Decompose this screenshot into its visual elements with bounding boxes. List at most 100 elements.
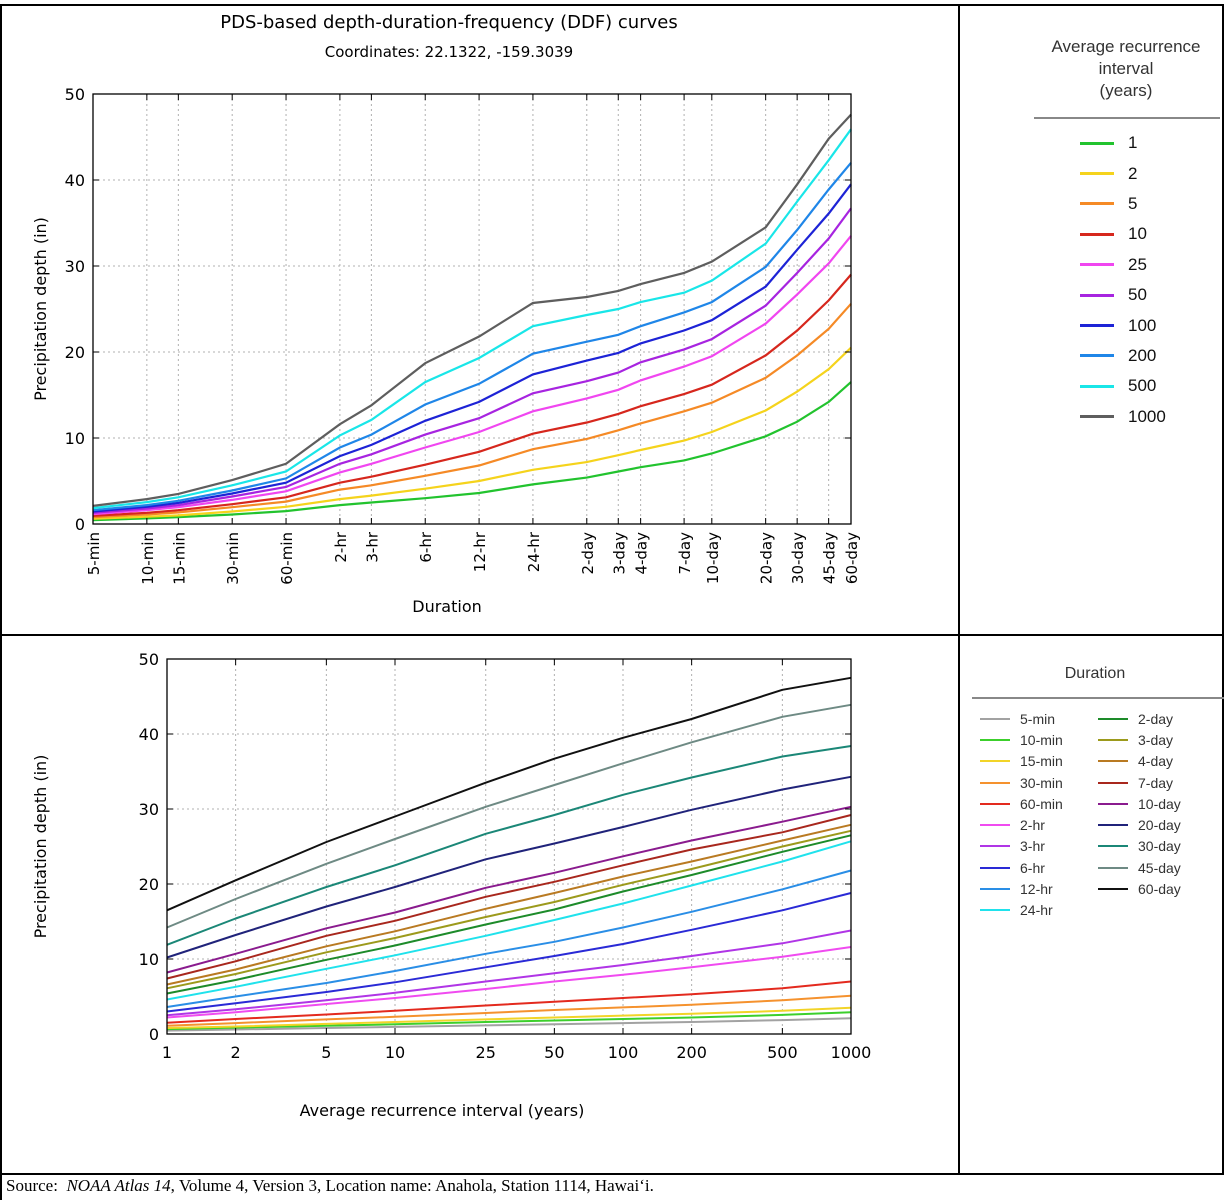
legend-item: 5-min	[980, 708, 1063, 729]
x-tick-label: 20-day	[758, 532, 776, 584]
y-tick-label: 40	[139, 725, 159, 744]
plot-area	[166, 658, 852, 1035]
y-tick-label: 50	[139, 650, 159, 669]
series-line-3-hr	[166, 929, 852, 1017]
legend-label: 30-day	[1138, 838, 1181, 855]
chart-subtitle: Coordinates: 22.1322, -159.3039	[325, 43, 573, 61]
series-line-12-hr	[166, 869, 852, 1008]
legend-label: 45-day	[1138, 859, 1181, 876]
legend-item: 1	[1080, 128, 1166, 158]
legend-swatch	[980, 866, 1010, 869]
recurrence-legend-title-line: (years)	[1099, 81, 1153, 100]
x-tick-label: 500	[767, 1043, 798, 1062]
source-details: , Volume 4, Version 3, Location name: An…	[170, 1176, 654, 1195]
legend-swatch	[1080, 263, 1114, 267]
legend-item: 3-day	[1098, 729, 1181, 750]
y-tick-label: 40	[65, 171, 85, 190]
x-tick-label: 3-hr	[363, 531, 381, 562]
legend-swatch	[980, 802, 1010, 805]
series-line-2-day	[166, 834, 852, 995]
recurrence-legend: 1 2 5 10 25 50 100 200 500 1000	[1080, 128, 1166, 432]
source-label: Source:	[6, 1176, 58, 1195]
legend-swatch	[1098, 717, 1128, 720]
y-tick-label: 0	[75, 515, 85, 534]
legend-item: 10	[1080, 219, 1166, 249]
legend-swatch	[1080, 384, 1114, 388]
legend-item: 30-day	[1098, 836, 1181, 857]
legend-label: 6-hr	[1020, 859, 1045, 876]
series-line-1	[92, 381, 852, 522]
series-line-30-day	[166, 745, 852, 946]
legend-item: 7-day	[1098, 772, 1181, 793]
legend-label: 100	[1128, 315, 1157, 335]
source-note: Source: NOAA Atlas 14, Volume 4, Version…	[6, 1176, 654, 1196]
legend-swatch	[1098, 738, 1128, 741]
series-line-10-day	[166, 805, 852, 974]
series-line-25	[92, 235, 852, 516]
legend-item: 12-hr	[980, 878, 1063, 899]
legend-swatch	[980, 824, 1010, 827]
legend-label: 30-min	[1020, 774, 1063, 791]
series-line-15-min	[166, 1006, 852, 1029]
legend-swatch	[1080, 354, 1114, 358]
recurrence-legend-title: Average recurrence interval (years)	[1036, 36, 1216, 102]
legend-swatch	[1098, 845, 1128, 848]
legend-swatch	[980, 909, 1010, 912]
x-tick-label: 50	[544, 1043, 564, 1062]
series-line-7-day	[166, 814, 852, 980]
legend-item: 5	[1080, 189, 1166, 219]
legend-label: 1	[1128, 133, 1138, 153]
recurrence-legend-separator	[1034, 117, 1220, 119]
legend-item: 24-hr	[980, 900, 1063, 921]
legend-item: 500	[1080, 371, 1166, 401]
duration-legend-title: Duration	[1064, 665, 1126, 682]
series-line-6-hr	[166, 892, 852, 1013]
y-tick-label: 20	[65, 343, 85, 362]
series-line-100	[92, 183, 852, 513]
legend-item: 45-day	[1098, 857, 1181, 878]
legend-item: 1000	[1080, 402, 1166, 432]
legend-item: 60-day	[1098, 878, 1181, 899]
series-line-45-day	[166, 703, 852, 929]
legend-label: 5	[1128, 193, 1138, 213]
legend-swatch	[1098, 866, 1128, 869]
legend-item: 3-hr	[980, 836, 1063, 857]
border-divider-vertical	[958, 4, 960, 1174]
series-line-1000	[92, 113, 852, 507]
legend-label: 10	[1128, 224, 1147, 244]
legend-swatch	[1080, 141, 1114, 145]
series-line-200	[92, 162, 852, 512]
x-tick-label: 15-min	[170, 532, 188, 585]
legend-item: 20-day	[1098, 814, 1181, 835]
legend-label: 7-day	[1138, 774, 1174, 791]
y-axis-label: Precipitation depth (in)	[31, 217, 50, 401]
legend-label: 500	[1128, 376, 1157, 396]
recurrence-legend-title-line: interval	[1098, 59, 1154, 78]
series-line-500	[92, 128, 852, 510]
legend-swatch	[980, 738, 1010, 741]
x-tick-label: 10	[385, 1043, 405, 1062]
legend-item: 200	[1080, 341, 1166, 371]
legend-swatch	[1098, 802, 1128, 805]
border-divider-bottom	[0, 1173, 1224, 1175]
source-publication: NOAA Atlas 14	[66, 1176, 171, 1195]
x-tick-label: 100	[608, 1043, 639, 1062]
legend-label: 1000	[1128, 406, 1166, 426]
ddf-chart: 0 10 20 30 40 50 5-min 10-min 15-min 30-min 60-min…	[31, 12, 861, 616]
plot-area	[92, 93, 852, 525]
x-tick-label: 6-hr	[417, 531, 435, 562]
legend-item: 10-day	[1098, 793, 1181, 814]
ddf-chart-panel: 0 10 20 30 40 50 5-min 10-min 15-min 30-min 60-min…	[2, 6, 958, 634]
x-tick-label: 5	[321, 1043, 331, 1062]
x-tick-label: 25	[476, 1043, 496, 1062]
legend-swatch	[980, 888, 1010, 891]
legend-swatch	[1080, 415, 1114, 419]
x-tick-label: 12-hr	[471, 531, 489, 572]
legend-label: 50	[1128, 285, 1147, 305]
legend-swatch	[1080, 293, 1114, 297]
legend-swatch	[1080, 202, 1114, 206]
legend-label: 20-day	[1138, 817, 1181, 834]
x-tick-label: 30-min	[224, 532, 242, 585]
legend-label: 60-day	[1138, 881, 1181, 898]
legend-item: 60-min	[980, 793, 1063, 814]
